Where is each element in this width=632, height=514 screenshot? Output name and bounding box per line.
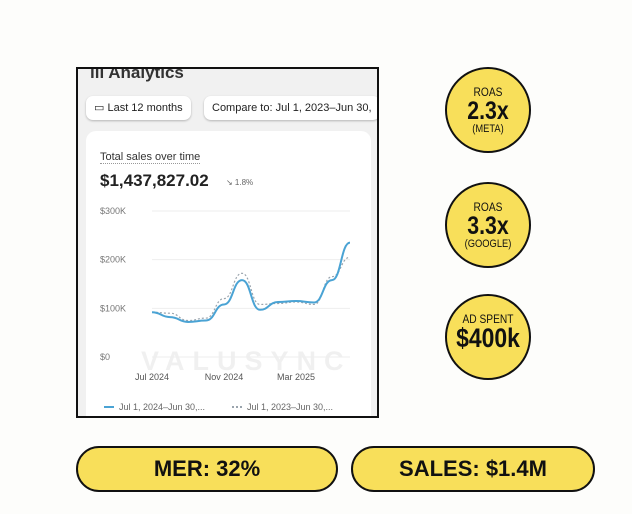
sales-chart: $300K $200K $100K $0 Jul 2024 Nov 2024 Mar 202… bbox=[100, 206, 351, 412]
mer-bar: MER: 32% bbox=[76, 446, 338, 492]
series-line bbox=[151, 256, 351, 322]
x-tick-label: Nov 2024 bbox=[205, 372, 244, 382]
sales-bar: SALES: $1.4M bbox=[351, 446, 595, 492]
watermark: VALUSYNC bbox=[141, 346, 352, 376]
y-tick-label: $100K bbox=[100, 303, 126, 313]
ad-spent-badge: AD SPENT $400k bbox=[445, 294, 531, 380]
roas-google-badge: ROAS 3.3x (GOOGLE) bbox=[445, 182, 531, 268]
series-line bbox=[151, 241, 351, 323]
y-tick-label: $200K bbox=[100, 255, 126, 265]
legend-label: Jul 1, 2024–Jun 30,... bbox=[119, 402, 205, 412]
compare-button[interactable]: Compare to: Jul 1, 2023–Jun 30, bbox=[204, 96, 377, 120]
badge-value: 3.3x bbox=[467, 212, 509, 240]
analytics-screenshot: ıll Analytics ▭ Last 12 months Compare t… bbox=[76, 67, 379, 418]
legend-label: Jul 1, 2023–Jun 30,... bbox=[247, 402, 333, 412]
roas-meta-badge: ROAS 2.3x (META) bbox=[445, 67, 531, 153]
x-tick-label: Jul 2024 bbox=[135, 372, 169, 382]
date-range-label: Last 12 months bbox=[107, 102, 183, 114]
title-text: Analytics bbox=[108, 67, 184, 82]
date-range-button[interactable]: ▭ Last 12 months bbox=[86, 96, 191, 120]
bar-chart-icon: ıll bbox=[90, 67, 109, 82]
x-tick-label: Mar 2025 bbox=[277, 372, 315, 382]
page-title: ıll Analytics bbox=[90, 67, 184, 83]
change-badge: ↘ 1.8% bbox=[226, 178, 254, 187]
badge-label: AD SPENT bbox=[462, 312, 514, 326]
total-sales: $1,437,827.02 bbox=[100, 171, 209, 190]
card-title: Total sales over time bbox=[100, 151, 201, 164]
badge-sub: (GOOGLE) bbox=[464, 238, 512, 250]
sales-card: VALUSYNC Total sales over time $1,437,82… bbox=[86, 131, 371, 416]
calendar-icon: ▭ bbox=[94, 102, 108, 114]
badge-value: $400k bbox=[456, 323, 520, 353]
y-tick-label: $0 bbox=[100, 352, 110, 362]
badge-label: ROAS bbox=[473, 85, 503, 99]
badge-sub: (META) bbox=[472, 123, 504, 135]
y-tick-label: $300K bbox=[100, 206, 126, 216]
badge-value: 2.3x bbox=[467, 97, 509, 125]
badge-label: ROAS bbox=[473, 200, 503, 214]
